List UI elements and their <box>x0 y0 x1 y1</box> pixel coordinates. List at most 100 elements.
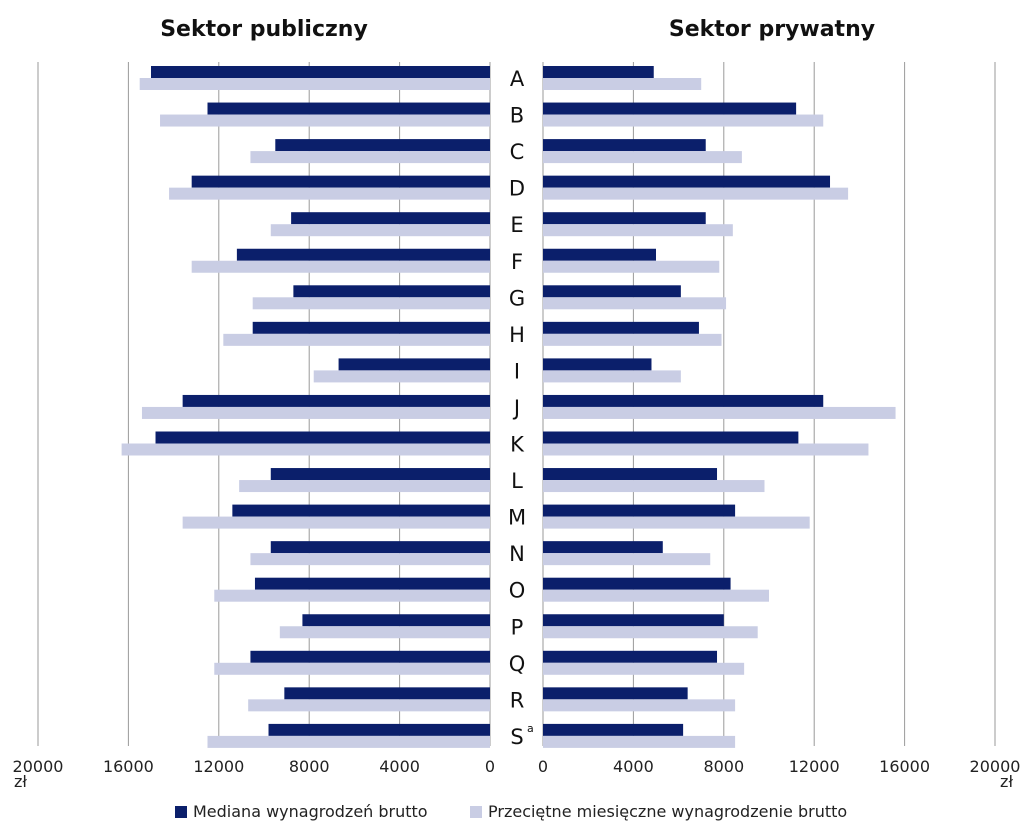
legend-label-average: Przeciętne miesięczne wynagrodzenie brut… <box>488 802 847 821</box>
bar-private-average-R <box>543 699 736 712</box>
category-label-O: O <box>509 579 526 603</box>
bar-private-average-J <box>543 406 896 419</box>
bar-private-median-D <box>543 175 831 188</box>
bar-public-average-R <box>248 699 490 712</box>
category-superscript-S: a <box>527 722 534 735</box>
bar-public-average-I <box>313 370 490 383</box>
bar-private-median-G <box>543 285 681 298</box>
category-label-C: C <box>510 140 525 164</box>
category-label-R: R <box>510 688 525 712</box>
bar-private-average-H <box>543 333 722 346</box>
bar-private-average-P <box>543 626 758 639</box>
bar-private-median-E <box>543 212 706 225</box>
bar-public-median-K <box>155 431 490 444</box>
tick-label-left: 16000 <box>103 757 154 776</box>
category-label-Q: Q <box>509 652 526 676</box>
bar-private-average-N <box>543 553 711 566</box>
bar-public-median-O <box>254 577 490 590</box>
bar-private-median-N <box>543 541 663 554</box>
bar-private-median-O <box>543 577 731 590</box>
bar-private-average-C <box>543 151 742 164</box>
bar-private-median-F <box>543 248 656 261</box>
unit-label-right: zł <box>1000 772 1013 791</box>
tick-label-right: 4000 <box>613 757 654 776</box>
bar-public-median-P <box>302 614 490 627</box>
bar-private-average-K <box>543 443 869 456</box>
legend-swatch-average <box>470 806 482 818</box>
bar-private-median-L <box>543 468 718 481</box>
bar-public-median-S <box>268 723 490 736</box>
bar-public-median-H <box>252 321 490 334</box>
bar-private-average-G <box>543 297 727 310</box>
bar-public-average-K <box>121 443 491 456</box>
bar-public-median-F <box>236 248 490 261</box>
bar-private-median-M <box>543 504 736 517</box>
tick-label-left: 20000 <box>13 757 64 776</box>
category-label-E: E <box>510 213 523 237</box>
bar-private-average-Q <box>543 662 745 675</box>
bar-public-average-M <box>182 516 490 529</box>
category-label-B: B <box>510 104 524 128</box>
bar-public-average-E <box>270 224 490 237</box>
category-label-L: L <box>511 469 523 493</box>
tick-label-left: 8000 <box>289 757 330 776</box>
bar-private-average-A <box>543 78 702 90</box>
tick-label-left: 4000 <box>379 757 420 776</box>
category-label-K: K <box>510 433 525 457</box>
tick-label-right: 12000 <box>789 757 840 776</box>
category-label-G: G <box>509 286 525 310</box>
tick-label-left: 12000 <box>193 757 244 776</box>
bar-private-average-S <box>543 735 736 748</box>
tick-label-left: 0 <box>485 757 495 776</box>
bar-public-average-S <box>207 735 490 748</box>
category-label-P: P <box>511 615 524 639</box>
bar-public-median-C <box>275 139 490 152</box>
unit-label-left: zł <box>14 772 27 791</box>
bar-public-median-R <box>284 687 490 700</box>
category-label-S: S <box>510 725 523 749</box>
category-label-N: N <box>509 542 525 566</box>
panel-title-public: Sektor publiczny <box>160 17 368 42</box>
bar-public-median-I <box>338 358 490 371</box>
legend: Mediana wynagrodzeń brutto Przeciętne mi… <box>175 802 847 821</box>
bar-private-average-D <box>543 187 849 200</box>
legend-swatch-median <box>175 806 187 818</box>
bar-public-average-H <box>223 333 490 346</box>
bar-public-average-Q <box>214 662 490 675</box>
category-label-D: D <box>509 177 525 201</box>
bar-private-median-C <box>543 139 706 152</box>
bar-private-median-J <box>543 394 824 407</box>
tick-label-right: 16000 <box>879 757 930 776</box>
bar-public-average-B <box>160 114 491 127</box>
bar-private-average-O <box>543 589 769 602</box>
bar-public-median-D <box>191 175 490 188</box>
tick-label-right: 8000 <box>703 757 744 776</box>
bars <box>121 66 896 748</box>
bar-public-average-G <box>252 297 490 310</box>
bar-private-average-M <box>543 516 810 529</box>
axis-ticks: 20000 16000 12000 8000 4000 0 0 4000 8000 12000 16… <box>13 757 1021 776</box>
category-label-I: I <box>514 359 520 383</box>
category-label-M: M <box>508 506 526 530</box>
bar-public-average-D <box>169 187 490 200</box>
bar-public-median-B <box>207 102 490 115</box>
bar-private-median-R <box>543 687 688 700</box>
bar-private-median-B <box>543 102 797 115</box>
bar-private-median-Q <box>543 650 718 663</box>
legend-label-median: Mediana wynagrodzeń brutto <box>193 802 428 821</box>
bar-private-average-L <box>543 480 765 493</box>
category-label-F: F <box>511 250 523 274</box>
bar-public-average-O <box>214 589 490 602</box>
bar-private-median-S <box>543 723 684 736</box>
bar-public-median-G <box>293 285 490 298</box>
bar-public-median-J <box>182 394 490 407</box>
bar-private-median-H <box>543 321 699 334</box>
bar-public-median-E <box>291 212 490 225</box>
bar-public-average-L <box>239 480 490 493</box>
bar-private-median-A <box>543 66 654 78</box>
bar-private-median-K <box>543 431 799 444</box>
bar-public-average-C <box>250 151 490 164</box>
bar-private-average-I <box>543 370 681 383</box>
bar-public-median-N <box>270 541 490 554</box>
